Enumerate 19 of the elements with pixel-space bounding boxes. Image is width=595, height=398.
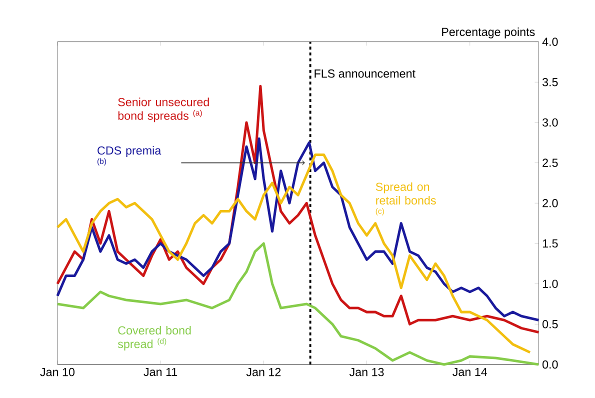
ref-line-label: FLS announcement [314, 70, 416, 78]
y-tick-label: 3.0 [542, 118, 558, 127]
y-tick-label: 0.0 [542, 360, 558, 369]
text: Covered bond spread $^{(d)}$ [118, 326, 191, 351]
x-tick-label: Jan 10 [40, 368, 75, 376]
x-tick-label: Jan 14 [452, 368, 488, 376]
x-tick-label: Jan 12 [246, 368, 281, 376]
y-tick-label: 2.5 [542, 158, 558, 168]
x-tick-label: Jan 11 [144, 368, 178, 376]
y-tick-label: 4.0 [542, 38, 558, 46]
y-tick-label: 3.5 [542, 78, 558, 86]
y-axis-title: Percentage points [442, 28, 535, 39]
text: Senior unsecured bond spreads $^{(a)}$ [118, 98, 209, 122]
x-tick-label: Jan 13 [349, 368, 384, 376]
y-tick-label: 1.0 [542, 280, 558, 288]
y-tick-label: 2.0 [542, 199, 558, 208]
y-tick-label: 1.5 [542, 240, 558, 248]
y-tick-label: 0.5 [542, 320, 558, 328]
line-series [56, 138, 540, 322]
